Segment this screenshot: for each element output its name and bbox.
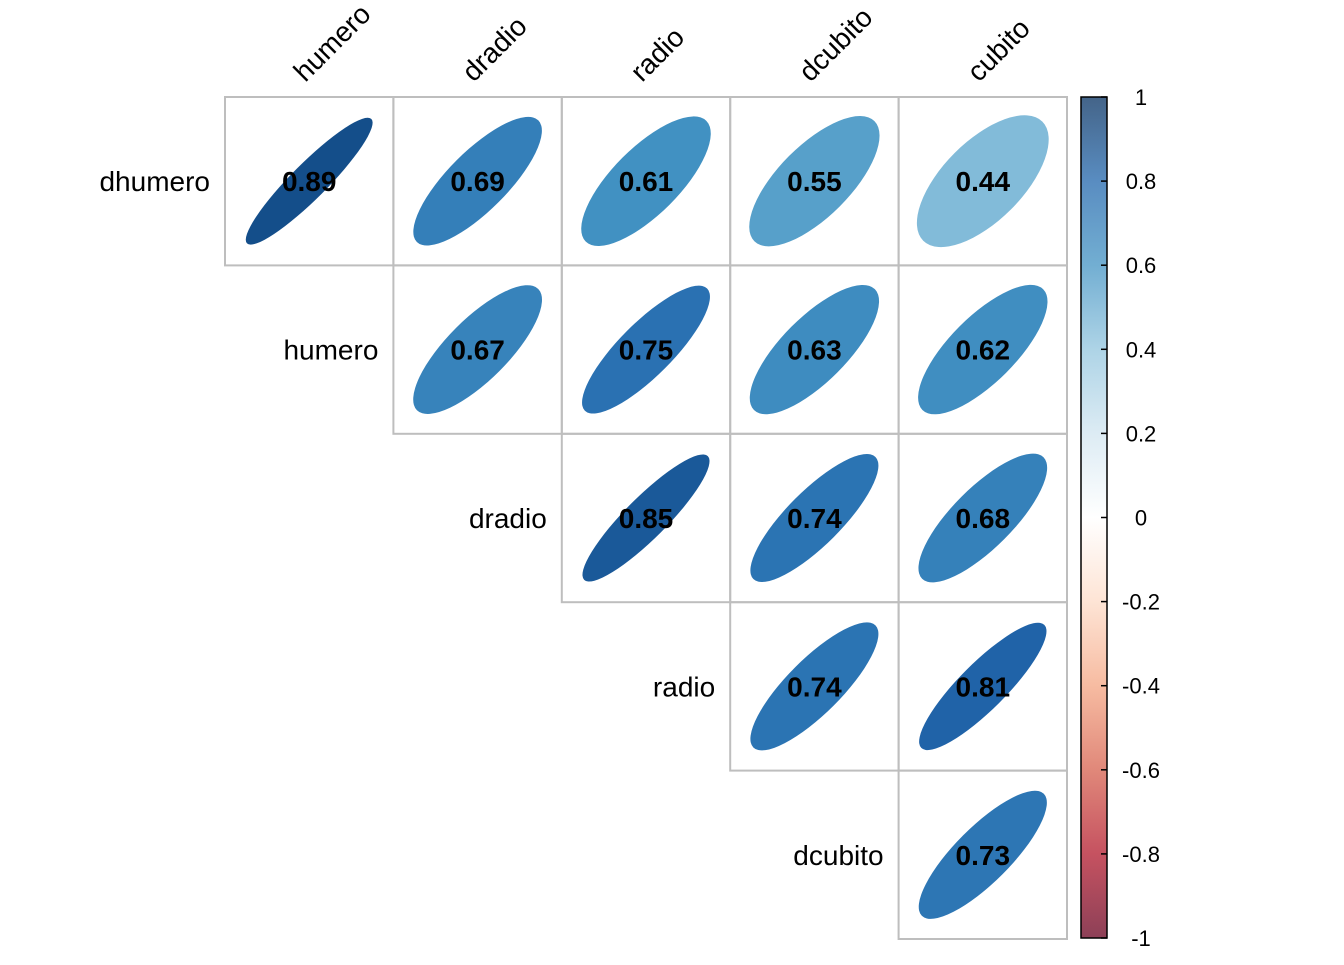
column-label-dcubito: dcubito — [793, 1, 879, 87]
colorbar-tick-label: 0.2 — [1126, 421, 1157, 446]
cell-dhumero-radio: 0.61 — [560, 96, 732, 267]
cell-humero-radio: 0.75 — [560, 264, 732, 435]
column-label-radio: radio — [624, 21, 690, 87]
cell-humero-cubito: 0.62 — [897, 264, 1068, 435]
colorbar-tick-label: 1 — [1135, 85, 1147, 110]
cell-dradio-radio: 0.85 — [560, 432, 732, 604]
column-label-humero: humero — [288, 0, 377, 87]
correlation-value-label: 0.67 — [450, 335, 505, 366]
correlation-value-label: 0.55 — [787, 166, 842, 197]
correlation-ellipse — [582, 454, 710, 582]
correlation-ellipse — [916, 115, 1049, 248]
colorbar-tick-label: -0.2 — [1122, 590, 1160, 615]
correlation-value-label: 0.61 — [619, 166, 674, 197]
cell-dcubito-cubito: 0.73 — [897, 769, 1068, 940]
colorbar-tick-label: 0 — [1135, 506, 1147, 531]
correlation-ellipse — [413, 116, 542, 246]
colorbar-tick-label: 0.4 — [1126, 337, 1157, 362]
row-label-dcubito: dcubito — [793, 840, 883, 871]
correlation-value-label: 0.81 — [956, 671, 1011, 702]
colorbar-tick-label: -0.6 — [1122, 758, 1160, 783]
correlation-ellipse — [581, 116, 711, 246]
correlation-value-label: 0.63 — [787, 335, 842, 366]
cell-dhumero-dradio: 0.69 — [392, 96, 563, 267]
correlation-value-label: 0.89 — [282, 166, 337, 197]
cell-radio-dcubito: 0.74 — [729, 601, 900, 772]
correlation-ellipse — [245, 117, 373, 245]
correlation-value-label: 0.73 — [956, 840, 1011, 871]
cell-humero-dcubito: 0.63 — [729, 264, 900, 435]
correlation-ellipse — [749, 284, 880, 415]
colorbar-tick-label: -0.4 — [1122, 674, 1160, 699]
colorbar-tick-label: 0.8 — [1126, 169, 1157, 194]
row-labels: dhumero humero dradio radio dcubito — [99, 166, 883, 871]
correlation-ellipse — [919, 622, 1047, 751]
correlation-value-label: 0.74 — [787, 671, 842, 702]
row-label-humero: humero — [283, 335, 378, 366]
correlation-ellipse — [918, 284, 1048, 415]
row-label-dradio: dradio — [469, 503, 547, 534]
cell-dhumero-cubito: 0.44 — [897, 96, 1068, 267]
cell-radio-cubito: 0.81 — [897, 601, 1068, 772]
column-label-dradio: dradio — [456, 10, 533, 87]
colorbar-tick-label: -1 — [1131, 926, 1151, 951]
row-label-radio: radio — [653, 671, 715, 702]
correlation-ellipse — [413, 285, 543, 415]
correlation-value-label: 0.69 — [450, 166, 505, 197]
correlation-value-label: 0.62 — [956, 335, 1011, 366]
row-label-dhumero: dhumero — [99, 166, 210, 197]
correlation-ellipse — [918, 453, 1048, 583]
colorbar: 1 0.8 0.6 0.4 0.2 0 -0.2 -0.4 -0.6 -0.8 -1 — [1080, 85, 1160, 951]
correlation-value-label: 0.75 — [619, 335, 674, 366]
correlation-ellipse — [749, 116, 880, 247]
correlation-ellipse — [918, 790, 1047, 919]
cell-humero-dradio: 0.67 — [392, 264, 563, 435]
colorbar-tick-label: 0.6 — [1126, 253, 1157, 278]
correlation-value-label: 0.68 — [956, 503, 1011, 534]
cell-dhumero-humero: 0.89 — [224, 96, 395, 267]
column-label-cubito: cubito — [961, 12, 1036, 87]
correlation-value-label: 0.44 — [956, 166, 1011, 197]
cell-border — [897, 769, 1068, 940]
correlation-ellipse — [750, 622, 879, 751]
column-labels: humero dradio radio dcubito cubito — [288, 0, 1036, 87]
correlation-value-label: 0.74 — [787, 503, 842, 534]
cell-dradio-dcubito: 0.74 — [729, 432, 900, 604]
correlation-ellipse — [582, 285, 710, 414]
cell-dhumero-dcubito: 0.55 — [729, 96, 900, 267]
correlation-ellipse — [750, 453, 879, 583]
matrix-cells: 0.89 0.69 0.61 0.55 0.44 0.67 0.75 0.63 0.62 0.85… — [224, 96, 1068, 940]
cell-dradio-cubito: 0.68 — [897, 432, 1068, 604]
colorbar-tick-label: -0.8 — [1122, 842, 1160, 867]
correlation-value-label: 0.85 — [619, 503, 674, 534]
